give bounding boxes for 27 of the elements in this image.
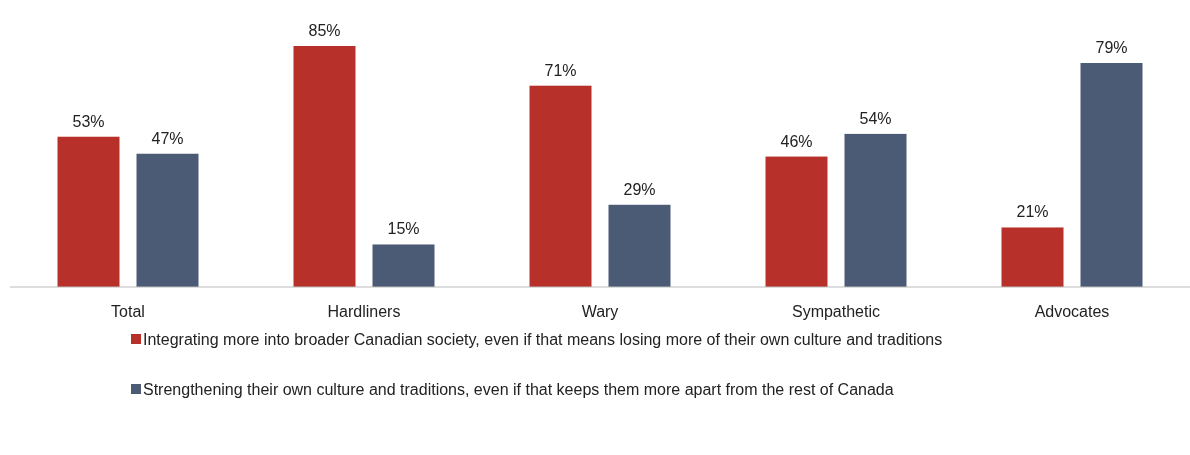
- data-label: 46%: [780, 132, 813, 150]
- x-tick-label: Hardliners: [327, 303, 401, 320]
- data-label: 71%: [544, 61, 577, 79]
- bar: [608, 204, 671, 287]
- bar: [844, 133, 907, 287]
- bar: [293, 46, 356, 287]
- data-label: 85%: [308, 22, 341, 39]
- data-label: 47%: [151, 129, 184, 147]
- bar: [372, 244, 435, 287]
- bar: [1001, 227, 1064, 287]
- data-label: 21%: [1016, 203, 1049, 221]
- x-tick-label: Wary: [581, 303, 619, 320]
- legend-label: Strengthening their own culture and traditions, even if that keeps them more apart from the rest of Canada: [143, 381, 894, 398]
- bar: [57, 136, 120, 287]
- data-label: 15%: [387, 220, 420, 238]
- data-label: 53%: [72, 112, 105, 130]
- x-tick-label: Total: [111, 303, 145, 320]
- data-label: 29%: [623, 180, 656, 198]
- legend-label: Integrating more into broader Canadian society, even if that means losing more of their own culture and traditions: [143, 331, 943, 348]
- data-label: 54%: [859, 109, 892, 127]
- bar: [529, 85, 592, 287]
- bar: [136, 153, 199, 287]
- bar: [765, 156, 828, 287]
- x-tick-label: Advocates: [1034, 303, 1110, 320]
- bar: [1080, 63, 1143, 287]
- data-label: 79%: [1095, 39, 1128, 57]
- x-tick-label: Sympathetic: [791, 303, 881, 320]
